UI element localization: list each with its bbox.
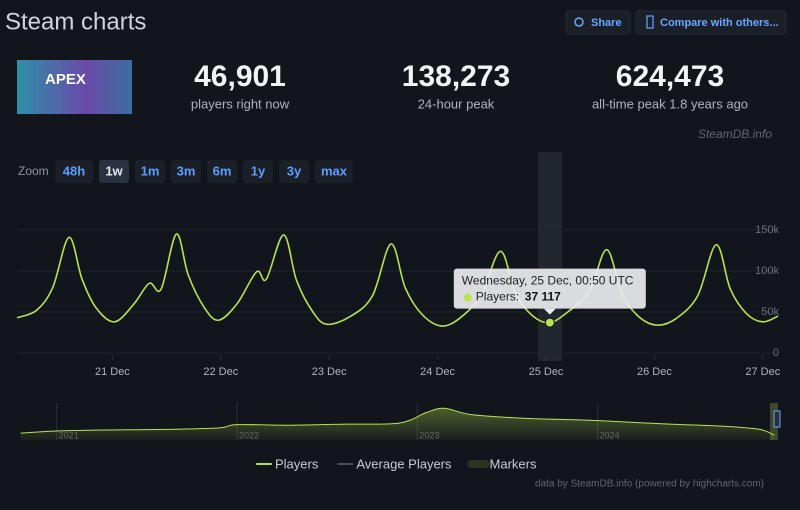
x-tick-label: 23 Dec <box>312 366 347 378</box>
zoom-option[interactable]: 1y <box>251 163 266 178</box>
zoom-option[interactable]: max <box>321 163 348 178</box>
zoom-option[interactable]: 1w <box>105 163 123 178</box>
share-button[interactable]: Share <box>565 10 631 35</box>
x-tick-label: 21 Dec <box>95 366 130 378</box>
y-tick-label: 0 <box>773 347 779 359</box>
zoom-option[interactable]: 6m <box>213 163 232 178</box>
hover-point <box>544 317 555 328</box>
stat-label: all-time peak 1.8 years ago <box>592 96 748 111</box>
navigator-handle[interactable] <box>773 410 781 428</box>
game-image: APEX <box>17 60 132 114</box>
legend-label[interactable]: Players <box>275 456 319 471</box>
zoom-button[interactable] <box>55 160 93 183</box>
x-tick-label: 27 Dec <box>745 366 780 378</box>
stat-label: 24-hour peak <box>418 96 495 111</box>
stat-value: 46,901 <box>194 60 286 93</box>
legend-label[interactable]: Average Players <box>356 456 452 471</box>
zoom-button[interactable] <box>135 160 165 183</box>
navigator-area <box>20 408 775 440</box>
x-tick-label: 26 Dec <box>637 366 672 378</box>
y-tick-label: 150k <box>755 224 779 236</box>
tooltip-pointer <box>543 308 556 315</box>
share-label: Share <box>591 17 622 29</box>
tooltip-box <box>453 268 646 309</box>
page-title: Steam charts <box>5 8 146 35</box>
stat-label: players right now <box>191 96 290 111</box>
zoom-button[interactable] <box>207 160 237 183</box>
tooltip-value: 37 117 <box>525 290 561 304</box>
y-tick-label: 50k <box>761 306 779 318</box>
stat-value: 624,473 <box>616 60 724 93</box>
x-tick-label: 22 Dec <box>203 366 238 378</box>
zoom-button[interactable] <box>315 160 353 183</box>
zoom-option[interactable]: 3y <box>287 163 302 178</box>
stat-value: 138,273 <box>402 60 510 93</box>
watermark: SteamDB.info <box>698 127 772 141</box>
zoom-button[interactable] <box>99 160 129 183</box>
zoom-option[interactable]: 1m <box>141 163 160 178</box>
zoom-button[interactable] <box>279 160 309 183</box>
credits: data by SteamDB.info (powered by highcha… <box>535 479 764 490</box>
game-logo: APEX <box>45 71 86 88</box>
tooltip-label: Players: <box>476 290 519 304</box>
players-line <box>16 233 779 327</box>
tooltip-swatch <box>463 293 472 302</box>
x-tick-label: 24 Dec <box>420 366 455 378</box>
navigator-line <box>20 407 775 436</box>
zoom-label: Zoom <box>18 164 49 178</box>
zoom-option[interactable]: 48h <box>63 163 85 178</box>
x-tick-label: 25 Dec <box>529 366 564 378</box>
legend-label[interactable]: Markers <box>490 456 537 471</box>
y-tick-label: 100k <box>755 265 779 277</box>
hover-band <box>537 152 562 361</box>
zoom-option[interactable]: 3m <box>177 163 196 178</box>
zoom-button[interactable] <box>171 160 201 183</box>
compare-label: Compare with others... <box>660 17 779 29</box>
compare-button[interactable]: Compare with others... <box>635 10 787 35</box>
tooltip-title: Wednesday, 25 Dec, 00:50 UTC <box>462 274 634 288</box>
zoom-button[interactable] <box>243 160 273 183</box>
